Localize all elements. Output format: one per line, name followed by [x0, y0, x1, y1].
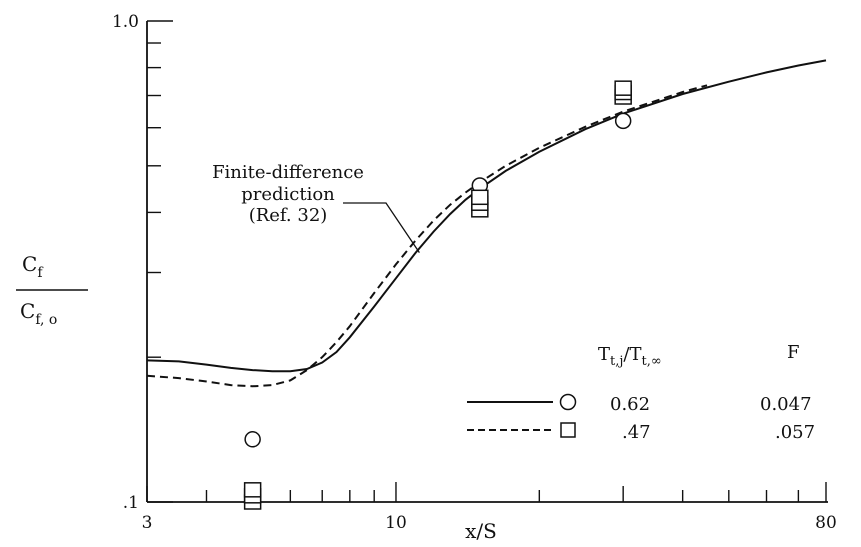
legend-square-marker — [560, 422, 576, 438]
annotation: Finite-difference prediction (Ref. 32) — [212, 162, 420, 253]
legend-header-ratio: Tt,j/Tt,∞ — [598, 344, 662, 369]
y-label-numerator: Cf — [22, 252, 44, 281]
x-tick-label: 80 — [815, 513, 837, 533]
curves — [146, 59, 827, 388]
annotation-line-1: Finite-difference — [212, 162, 364, 183]
y-tick-label: 1.0 — [112, 12, 139, 32]
annotation-line-2: prediction — [241, 184, 335, 205]
ticks — [146, 20, 827, 503]
legend-F-dashed: .057 — [775, 422, 815, 443]
annotation-leader-line — [343, 202, 420, 253]
legend-circle-marker — [559, 393, 577, 411]
legend-ratio-dashed: .47 — [622, 422, 651, 443]
square-data-point — [614, 80, 632, 96]
square-data-point — [471, 189, 489, 206]
legend-header-F: F — [787, 342, 800, 363]
legend-ratio-solid: 0.62 — [610, 394, 650, 415]
legend: Tt,j/Tt,∞ F 0.62 0.047 .47 .057 — [467, 342, 815, 443]
legend-F-solid: 0.047 — [760, 394, 812, 415]
square-data-point — [243, 482, 262, 498]
y-tick-label: .1 — [123, 493, 139, 513]
circle-data-point — [244, 431, 261, 448]
y-label-denominator: Cf, o — [20, 299, 57, 328]
x-tick-label: 10 — [385, 513, 407, 533]
solid-curve — [146, 59, 827, 373]
y-axis-label: Cf Cf, o — [16, 252, 88, 328]
circle-data-point — [614, 112, 632, 130]
tick-labels: 3 10 80 .1 1.0 — [112, 12, 837, 533]
x-tick-label: 3 — [142, 513, 153, 533]
data-points — [243, 80, 632, 510]
x-axis-title: x/S — [465, 519, 497, 543]
annotation-line-3: (Ref. 32) — [249, 205, 328, 226]
dashed-curve — [146, 84, 708, 388]
axes — [146, 21, 828, 503]
